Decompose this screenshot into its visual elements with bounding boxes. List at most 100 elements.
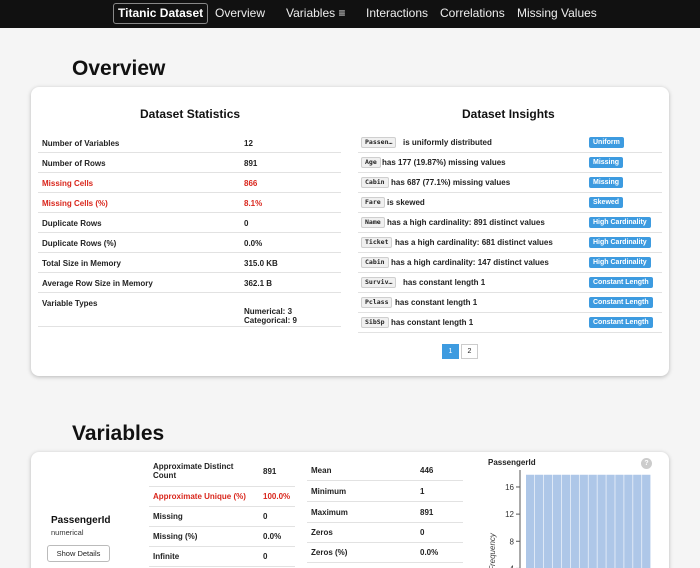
stat-row: Total Size in Memory 315.0 KB xyxy=(38,253,341,273)
variable-stat-row: Infinite 0 xyxy=(149,547,295,567)
histogram-bar xyxy=(534,474,544,568)
variable-stat-value: 0 xyxy=(420,528,425,537)
variable-stat-value: 0 xyxy=(263,552,268,561)
nav-link-correlations[interactable]: Correlations xyxy=(440,6,505,20)
stat-row: Duplicate Rows (%) 0.0% xyxy=(38,233,341,253)
stat-row: Missing Cells (%) 8.1% xyxy=(38,193,341,213)
variable-stat-value: 1 xyxy=(420,487,425,496)
show-details-button[interactable]: Show Details xyxy=(47,545,110,562)
insight-badge: Uniform xyxy=(589,137,624,148)
stat-label: Number of Rows xyxy=(42,159,106,168)
insight-variable-code: Passen… xyxy=(361,137,397,148)
stat-label: Missing Cells xyxy=(42,179,94,188)
variables-heading: Variables xyxy=(72,422,165,445)
insight-badge: High Cardinality xyxy=(589,257,651,268)
insight-row: Pclass has constant length 1 Constant Le… xyxy=(358,293,662,313)
y-tick-label: 12 xyxy=(505,510,514,519)
histogram-bar xyxy=(526,474,535,568)
nav-link-interactions[interactable]: Interactions xyxy=(366,6,429,20)
y-tick-label: 4 xyxy=(510,564,515,568)
dataset-statistics-title: Dataset Statistics xyxy=(140,107,241,121)
stat-label: Average Row Size in Memory xyxy=(42,279,153,288)
insight-message: has 687 (77.1%) missing values xyxy=(391,178,511,187)
histogram-bar xyxy=(588,474,597,568)
insight-message: is skewed xyxy=(387,198,425,207)
insight-variable-code: Pclass xyxy=(361,297,393,308)
insight-message: has constant length 1 xyxy=(403,278,486,287)
insight-badge: Missing xyxy=(589,177,624,188)
insight-variable-code: Surviv… xyxy=(361,277,397,288)
stat-row: Duplicate Rows 0 xyxy=(38,213,341,233)
variable-stat-row: Missing (%) 0.0% xyxy=(149,527,295,547)
variable-stat-value: 446 xyxy=(420,466,434,475)
y-axis-label: Frequency xyxy=(488,532,497,568)
variable-stat-value: 100.0% xyxy=(263,492,291,501)
variable-stat-label: Zeros (%) xyxy=(311,548,348,557)
stat-value: 891 xyxy=(244,159,258,168)
variable-stat-label: Maximum xyxy=(311,508,348,517)
variable-stat-label: Mean xyxy=(311,466,332,475)
insight-row: Age has 177 (19.87%) missing values Miss… xyxy=(358,153,662,173)
variable-stat-row: Zeros 0 xyxy=(307,523,463,543)
variable-stat-row: Zeros (%) 0.0% xyxy=(307,543,463,563)
histogram-bar xyxy=(570,474,579,568)
variable-card: PassengerId numerical Show Details Appro… xyxy=(31,452,669,568)
variable-stat-value: 891 xyxy=(420,508,434,517)
insight-badge: Constant Length xyxy=(589,317,653,328)
stat-row: Variable Types Numerical: 3 Categorical:… xyxy=(38,293,341,327)
insight-badge: Skewed xyxy=(589,197,624,208)
variable-stat-value: 0.0% xyxy=(420,548,439,557)
pagination-page-2[interactable]: 2 xyxy=(461,344,478,359)
histogram-bar xyxy=(642,474,651,568)
variable-type: numerical xyxy=(51,528,84,537)
stat-row: Number of Rows 891 xyxy=(38,153,341,173)
variable-stat-row: Approximate Unique (%) 100.0% xyxy=(149,487,295,507)
insight-badge: High Cardinality xyxy=(589,217,651,228)
navbar: Titanic Dataset Overview Variables ≡ Int… xyxy=(0,0,700,28)
histogram-bar xyxy=(543,474,553,568)
insight-message: has constant length 1 xyxy=(395,298,478,307)
insight-variable-code: Cabin xyxy=(361,257,389,268)
insight-row: Name has a high cardinality: 891 distinc… xyxy=(358,213,662,233)
brand-link[interactable]: Titanic Dataset xyxy=(113,3,209,24)
stat-value: 8.1% xyxy=(244,199,263,208)
insight-variable-code: Cabin xyxy=(361,177,389,188)
nav-link-overview[interactable]: Overview xyxy=(215,6,266,20)
overview-card: Dataset Statistics Dataset Insights Numb… xyxy=(31,87,669,376)
nav-link-missing-values[interactable]: Missing Values xyxy=(517,6,597,20)
insight-row: Ticket has a high cardinality: 681 disti… xyxy=(358,233,662,253)
variable-stat-value: 891 xyxy=(263,467,277,476)
variable-stat-row: Missing 0 xyxy=(149,507,295,527)
y-tick-label: 16 xyxy=(505,483,514,492)
histogram-bar xyxy=(597,474,606,568)
chart-title: PassengerId xyxy=(488,458,536,467)
insight-variable-code: SibSp xyxy=(361,317,389,328)
variable-stat-label: Infinite xyxy=(153,552,180,561)
stat-value: 315.0 KB xyxy=(244,259,278,268)
histogram-bar xyxy=(633,474,642,568)
dataset-insights-title: Dataset Insights xyxy=(462,107,555,121)
variable-stat-row: Minimum 1 xyxy=(307,482,463,502)
stat-row: Missing Cells 866 xyxy=(38,173,341,193)
histogram-chart: Frequency 4 8 12 16 xyxy=(488,470,651,568)
help-icon[interactable]: ? xyxy=(641,458,652,469)
insight-message: has constant length 1 xyxy=(391,318,474,327)
stat-row: Number of Variables 12 xyxy=(38,133,341,153)
insight-message: has a high cardinality: 681 distinct val… xyxy=(395,238,553,247)
stat-label: Total Size in Memory xyxy=(42,259,121,268)
stat-label: Duplicate Rows xyxy=(42,219,102,228)
stat-label: Number of Variables xyxy=(42,139,120,148)
variable-name: PassengerId xyxy=(51,515,111,526)
stat-value: 0 xyxy=(244,219,249,228)
variable-stat-row: Approximate Distinct Count 891 xyxy=(149,458,295,487)
insight-row: Passen… is uniformly distributed Uniform xyxy=(358,133,662,153)
insight-badge: Constant Length xyxy=(589,297,653,308)
stat-value: 866 xyxy=(244,179,258,188)
histogram-bar xyxy=(624,474,633,568)
stat-value: Numerical: 3 Categorical: 9 xyxy=(244,307,297,325)
nav-link-variables[interactable]: Variables ≡ xyxy=(286,6,346,20)
insight-variable-code: Age xyxy=(361,157,381,168)
variable-stat-label: Approximate Unique (%) xyxy=(153,492,246,501)
pagination-page-1[interactable]: 1 xyxy=(442,344,459,359)
insight-row: Cabin has a high cardinality: 147 distin… xyxy=(358,253,662,273)
